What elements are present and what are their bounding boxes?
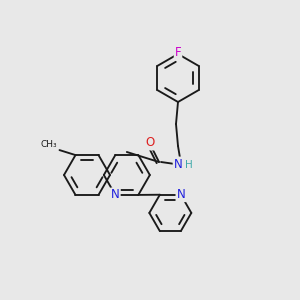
- Text: N: N: [176, 188, 185, 201]
- Text: F: F: [175, 46, 181, 59]
- Text: CH₃: CH₃: [41, 140, 58, 149]
- Text: N: N: [174, 158, 182, 170]
- Text: N: N: [111, 188, 120, 201]
- Text: O: O: [146, 136, 154, 149]
- Text: H: H: [185, 160, 193, 170]
